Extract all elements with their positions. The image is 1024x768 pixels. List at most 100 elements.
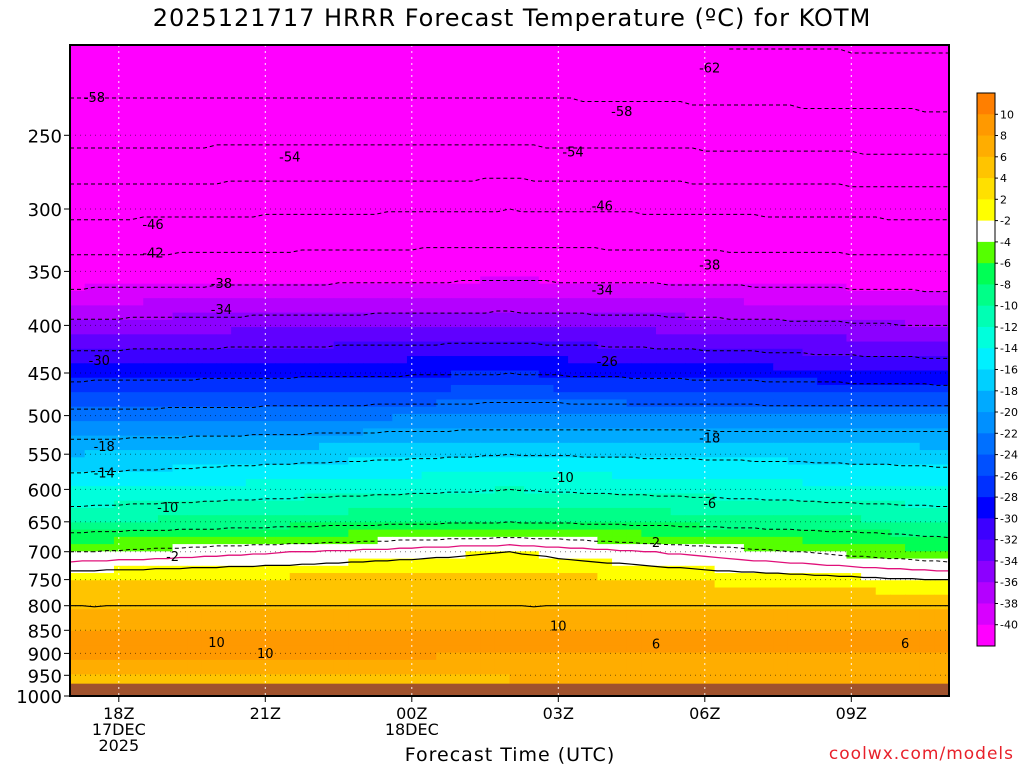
temperature-cell xyxy=(568,464,584,473)
temperature-cell xyxy=(333,182,349,191)
temperature-cell xyxy=(450,124,467,133)
temperature-cell xyxy=(743,370,760,379)
temperature-cell xyxy=(231,196,247,205)
temperature-cell xyxy=(553,102,569,111)
temperature-cell xyxy=(201,515,218,523)
temperature-cell xyxy=(406,290,423,299)
temperature-cell xyxy=(172,630,188,639)
temperature-cell xyxy=(392,348,408,357)
temperature-cell xyxy=(70,182,86,191)
temperature-cell xyxy=(231,630,247,639)
temperature-cell xyxy=(509,240,525,249)
temperature-cell xyxy=(817,457,833,466)
temperature-cell xyxy=(817,102,833,111)
temperature-cell xyxy=(465,124,481,133)
temperature-cell xyxy=(494,486,511,495)
temperature-cell xyxy=(99,471,115,480)
temperature-cell xyxy=(875,59,891,68)
temperature-cell xyxy=(289,515,305,523)
temperature-cell xyxy=(685,471,701,480)
temperature-cell xyxy=(670,341,686,350)
temperature-cell xyxy=(612,204,628,212)
temperature-cell xyxy=(348,587,364,596)
temperature-cell xyxy=(656,486,672,495)
temperature-cell xyxy=(480,522,496,531)
temperature-cell xyxy=(333,124,349,133)
temperature-cell xyxy=(685,153,701,162)
temperature-cell xyxy=(128,645,144,654)
temperature-cell xyxy=(113,160,130,169)
temperature-cell xyxy=(875,167,891,176)
temperature-cell xyxy=(743,413,760,422)
temperature-cell xyxy=(128,522,144,531)
temperature-cell xyxy=(128,536,144,545)
temperature-cell xyxy=(802,529,818,538)
temperature-cell xyxy=(612,493,628,502)
temperature-cell xyxy=(275,486,291,495)
temperature-cell xyxy=(802,276,818,285)
temperature-cell xyxy=(612,486,628,495)
temperature-cell xyxy=(758,457,774,466)
temperature-cell xyxy=(304,406,320,415)
temperature-cell xyxy=(787,515,804,523)
temperature-cell xyxy=(289,95,305,104)
temperature-cell xyxy=(406,319,423,328)
temperature-cell xyxy=(187,189,203,198)
temperature-cell xyxy=(509,45,525,53)
temperature-cell xyxy=(201,623,218,632)
temperature-cell xyxy=(348,356,364,364)
temperature-cell xyxy=(333,399,349,408)
temperature-cell xyxy=(831,558,848,567)
temperature-cell xyxy=(421,117,437,126)
temperature-cell xyxy=(245,630,262,639)
temperature-cell xyxy=(392,479,408,487)
temperature-cell xyxy=(758,73,774,82)
temperature-cell xyxy=(377,88,393,97)
temperature-cell xyxy=(392,225,408,234)
temperature-cell xyxy=(348,312,364,321)
temperature-cell xyxy=(113,319,130,328)
temperature-cell xyxy=(245,363,262,372)
temperature-cell xyxy=(465,283,481,292)
temperature-cell xyxy=(597,254,613,263)
temperature-cell xyxy=(216,218,232,227)
temperature-cell xyxy=(582,392,598,401)
temperature-cell xyxy=(245,435,262,444)
temperature-cell xyxy=(275,175,291,184)
temperature-cell xyxy=(128,218,144,227)
temperature-cell xyxy=(172,254,188,263)
temperature-cell xyxy=(128,406,144,415)
temperature-cell xyxy=(187,175,203,184)
temperature-cell xyxy=(875,254,891,263)
temperature-cell xyxy=(304,131,320,140)
temperature-cell xyxy=(216,587,232,596)
temperature-cell xyxy=(875,406,891,415)
temperature-cell xyxy=(626,298,642,306)
temperature-cell xyxy=(846,305,862,314)
temperature-cell xyxy=(84,305,100,314)
temperature-cell xyxy=(714,479,730,487)
temperature-cell xyxy=(685,52,701,61)
temperature-cell xyxy=(612,399,628,408)
temperature-cell xyxy=(421,630,437,639)
temperature-cell xyxy=(436,269,452,278)
temperature-cell xyxy=(641,370,657,379)
temperature-cell xyxy=(260,139,276,147)
temperature-cell xyxy=(304,377,320,386)
temperature-cell xyxy=(934,276,949,285)
temperature-cell xyxy=(538,131,555,140)
temperature-cell xyxy=(875,196,891,205)
temperature-cell xyxy=(758,298,774,306)
temperature-cell xyxy=(348,638,364,646)
temperature-cell xyxy=(289,609,305,618)
temperature-cell xyxy=(70,204,86,212)
temperature-cell xyxy=(113,45,130,53)
temperature-cell xyxy=(524,630,540,639)
temperature-cell xyxy=(201,66,218,75)
temperature-cell xyxy=(143,406,159,415)
temperature-cell xyxy=(128,384,144,393)
temperature-cell xyxy=(846,312,862,321)
temperature-cell xyxy=(450,442,467,451)
temperature-cell xyxy=(743,406,760,415)
temperature-cell xyxy=(626,609,642,618)
